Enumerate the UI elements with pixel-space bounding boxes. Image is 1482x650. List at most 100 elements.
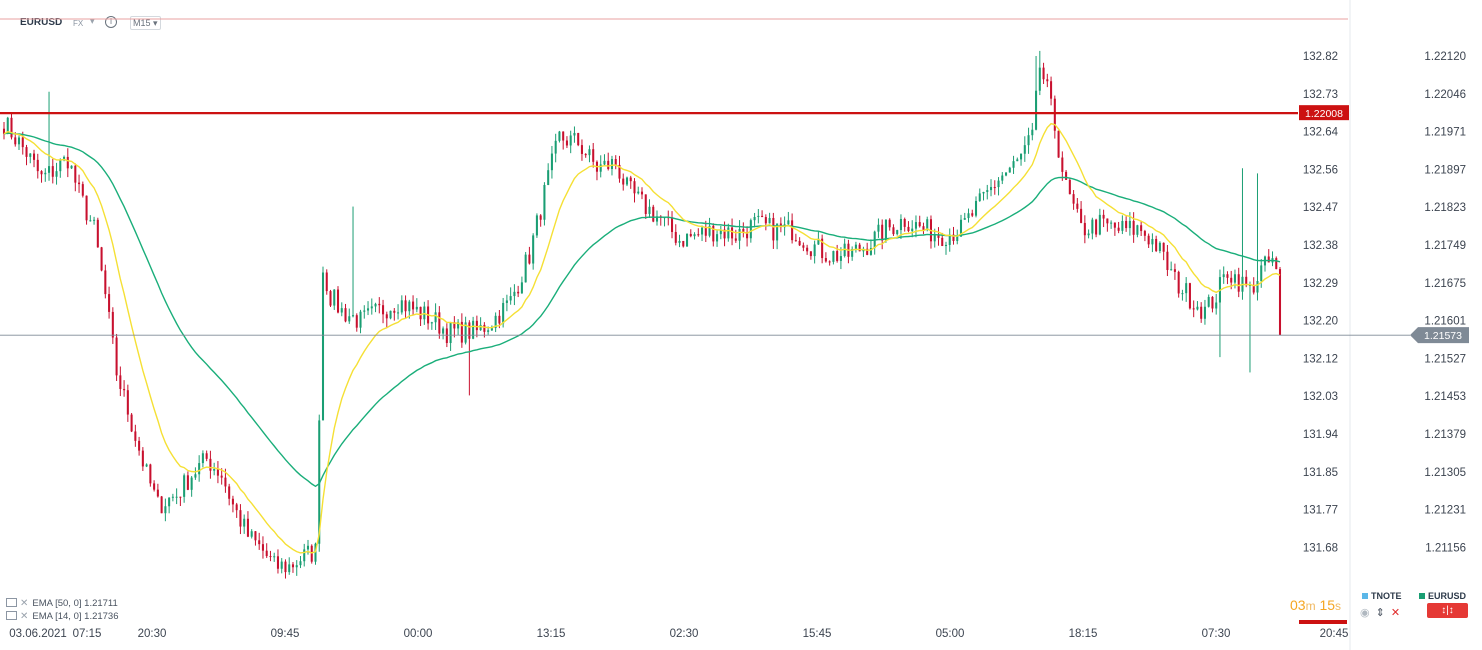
candle-body <box>922 226 925 230</box>
timeframe-selector[interactable]: M15 ▾ <box>130 16 161 30</box>
candle-body <box>903 219 906 227</box>
close-icon[interactable]: ✕ <box>20 611 29 622</box>
candle-body <box>776 223 779 241</box>
candle-body <box>577 132 580 146</box>
price-level-label: 1.22008 <box>1305 108 1343 120</box>
candle-body <box>389 310 392 319</box>
candle-body <box>1252 285 1255 293</box>
candle-body <box>625 177 629 185</box>
candle-body <box>393 310 396 313</box>
candle-body <box>475 320 478 331</box>
settings-icon[interactable] <box>6 611 17 620</box>
candle-body <box>126 390 129 415</box>
candle-body <box>400 300 403 313</box>
candle-body <box>1020 153 1023 160</box>
x-tick-label: 07:30 <box>1202 628 1231 640</box>
settings-icon[interactable] <box>6 598 17 607</box>
sort-icon[interactable]: ⇕ <box>1375 607 1385 619</box>
candle-body <box>96 219 99 248</box>
candle-body <box>1125 220 1128 229</box>
candle-body <box>918 222 921 227</box>
eye-icon[interactable]: ◉ <box>1360 607 1370 619</box>
candle-body <box>952 234 955 241</box>
candle-body <box>254 531 257 541</box>
close-icon[interactable]: ✕ <box>20 598 29 609</box>
candle-body <box>2 128 6 134</box>
candle-body <box>10 117 13 138</box>
candle-body <box>21 137 24 148</box>
candle-body <box>1053 98 1056 131</box>
candle-body <box>697 234 700 236</box>
candle-body <box>618 164 621 179</box>
timer-s-unit: s <box>1335 599 1342 613</box>
candle-body <box>70 165 73 169</box>
scale-toggle-icon[interactable]: ↕|↕ <box>1427 603 1468 618</box>
candle-body <box>438 312 441 334</box>
candle-body <box>1128 220 1131 229</box>
candle-body <box>213 469 216 471</box>
candle-body <box>153 483 156 490</box>
candle-body <box>524 254 527 283</box>
candle-body <box>243 518 246 527</box>
candle-body <box>899 219 902 231</box>
legend-label: EMA [14, 0] <box>32 611 82 622</box>
candle-body <box>220 475 223 478</box>
price-level-tag[interactable] <box>1299 105 1349 121</box>
candle-body <box>701 227 704 235</box>
legend-row-ema50: ✕ EMA [50, 0] 1.21711 <box>6 597 119 610</box>
candle-body <box>179 496 182 498</box>
candle-body <box>1005 172 1008 176</box>
candle-body <box>836 251 839 261</box>
candle-body <box>453 322 456 329</box>
candle-body <box>959 219 963 237</box>
candle-body <box>460 321 463 343</box>
candle-body <box>59 160 62 172</box>
candle-body <box>907 226 910 232</box>
x-tick-label: 05:00 <box>936 628 965 640</box>
candle-body <box>457 321 460 329</box>
candle-body <box>513 291 516 297</box>
candle-body <box>291 564 295 568</box>
candle-body <box>1080 208 1083 223</box>
candle-body <box>1042 67 1045 80</box>
candle-body <box>216 469 219 476</box>
chevron-down-icon[interactable]: ▾ <box>90 16 95 26</box>
y-tick-left: 132.29 <box>1303 278 1338 290</box>
candle-body <box>1158 242 1161 252</box>
tnote-overlay[interactable]: TNOTE <box>1362 591 1402 601</box>
candle-body <box>1027 135 1030 146</box>
candle-body <box>1031 129 1034 136</box>
candle-body <box>48 166 51 173</box>
y-tick-right: 1.21897 <box>1424 164 1466 176</box>
candle-body <box>768 217 771 224</box>
candle-body <box>877 224 880 232</box>
candle-body <box>892 227 895 235</box>
y-tick-right: 1.21231 <box>1424 505 1466 517</box>
candle-body <box>325 272 328 292</box>
candle-body <box>306 545 310 550</box>
close-icon[interactable]: ✕ <box>1390 607 1401 619</box>
eurusd-overlay[interactable]: EURUSD <box>1419 591 1466 601</box>
candle-body <box>1121 220 1124 231</box>
current-price-label: 1.21573 <box>1424 330 1462 342</box>
candle-body <box>250 531 253 537</box>
current-price-tag <box>1410 327 1469 344</box>
x-tick-label: 03.06.2021 <box>9 628 67 640</box>
candle-body <box>974 200 978 216</box>
candle-body <box>791 220 794 241</box>
candle-body <box>689 233 692 237</box>
candle-body <box>239 510 242 527</box>
candle-body <box>374 303 377 307</box>
symbol-label[interactable]: EURUSD <box>20 17 63 28</box>
info-icon[interactable]: i <box>105 16 117 28</box>
candle-body <box>498 315 501 324</box>
y-tick-left: 132.47 <box>1303 202 1338 214</box>
candle-body <box>1222 274 1225 278</box>
candle-body <box>948 234 951 245</box>
candle-body <box>186 475 189 490</box>
candle-body <box>761 215 764 218</box>
y-tick-right: 1.21823 <box>1424 202 1466 214</box>
candle-body <box>209 458 212 471</box>
candle-body <box>798 240 801 246</box>
